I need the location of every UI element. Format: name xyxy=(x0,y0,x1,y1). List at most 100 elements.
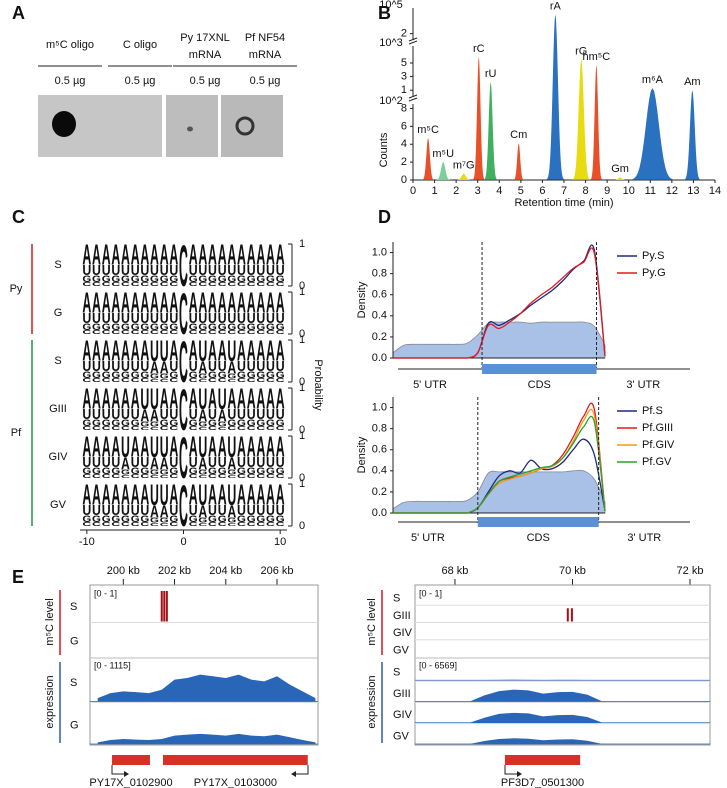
logo-letter: G xyxy=(198,516,207,524)
logo-letter: U xyxy=(169,502,178,518)
logo-letter: G xyxy=(189,466,198,476)
logo-letter: G xyxy=(82,370,91,380)
logo-letter: A xyxy=(82,335,91,367)
axis-exponent: 10^3 xyxy=(379,37,403,49)
coverage xyxy=(97,733,316,744)
logo-letter: G xyxy=(169,322,178,332)
logo-letter: U xyxy=(218,502,227,518)
logo-letter: G xyxy=(82,322,91,332)
logo-letter: U xyxy=(92,262,101,278)
logo-letter: A xyxy=(121,335,130,367)
logo-letter: G xyxy=(218,322,227,332)
peak xyxy=(590,65,603,180)
logo-letter: C xyxy=(121,521,130,528)
logo-letter: C xyxy=(82,473,91,480)
sample-label: GIII xyxy=(393,688,411,700)
side-label: expression xyxy=(366,675,378,728)
logo-letter: G xyxy=(169,514,178,524)
coverage xyxy=(97,674,316,702)
logo-letter: G xyxy=(237,370,246,380)
x-tick-label: 72 kb xyxy=(677,565,704,577)
logo-letter: U xyxy=(198,382,207,415)
logo-letter: C xyxy=(189,377,198,384)
logo-letter: G xyxy=(131,322,140,332)
logo-letter: U xyxy=(218,310,227,326)
logo-letter: G xyxy=(131,370,140,380)
sample-label: GIV xyxy=(393,709,413,721)
prob-tick-label: 0 xyxy=(299,472,305,484)
logo-letter: U xyxy=(140,454,149,470)
logo-letter: C xyxy=(169,473,178,480)
logo-letter: C xyxy=(169,281,178,288)
logo-letter: C xyxy=(256,473,265,480)
logo-letter: A xyxy=(256,287,265,319)
panel-label: B xyxy=(378,3,391,23)
logo-letter: A xyxy=(131,431,140,463)
y-tick-label: 3 xyxy=(401,71,407,83)
logo-letter: U xyxy=(189,358,198,374)
logo-letter: C xyxy=(121,329,130,336)
logo-letter: G xyxy=(198,420,207,428)
logo-letter: C xyxy=(198,281,207,288)
logo-letter: C xyxy=(102,425,111,432)
logo-letter: C xyxy=(111,473,120,480)
logo-letter: G xyxy=(160,516,169,524)
logo-letter: G xyxy=(237,466,246,476)
logo-letter: A xyxy=(266,239,275,271)
blot-membrane xyxy=(166,95,218,157)
logo-letter: G xyxy=(227,468,236,476)
prob-tick-label: 0 xyxy=(299,424,305,436)
logo-letter: G xyxy=(102,322,111,332)
logo-letter: G xyxy=(111,418,120,428)
logo-letter: C xyxy=(266,281,275,288)
logo-letter: G xyxy=(121,514,130,524)
logo-letter: G xyxy=(121,468,130,476)
logo-letter: A xyxy=(227,454,236,474)
logo-letter: A xyxy=(227,502,236,522)
logo-letter: G xyxy=(140,370,149,380)
logo-letter: C xyxy=(266,377,275,384)
logo-letter: G xyxy=(227,274,236,284)
coverage xyxy=(425,689,661,702)
logo-letter: U xyxy=(256,454,265,470)
logo-letter: G xyxy=(131,466,140,476)
peak xyxy=(513,143,524,180)
logo-letter: C xyxy=(276,473,285,480)
logo-letter: U xyxy=(276,406,285,422)
logo-letter: U xyxy=(150,262,159,278)
x-tick-label: 8 xyxy=(583,185,589,197)
logo-letter: G xyxy=(198,322,207,332)
y-axis-label: Density xyxy=(356,281,368,318)
logo-letter: C xyxy=(266,425,275,432)
column-header: Pf NF54 xyxy=(245,32,285,44)
logo-letter: C xyxy=(208,377,217,384)
logo-letter: G xyxy=(111,322,120,332)
blot-dot xyxy=(187,126,193,132)
logo-letter: G xyxy=(237,274,246,284)
prob-tick-label: 1 xyxy=(299,238,305,250)
logo-letter: A xyxy=(131,479,140,511)
logo-letter: A xyxy=(208,431,217,463)
m5c-site xyxy=(160,591,163,622)
logo-letter: U xyxy=(121,406,130,422)
row-label: GV xyxy=(50,499,67,511)
logo-letter: C xyxy=(189,521,198,528)
peak-label: Cm xyxy=(510,129,527,141)
gene-arrow xyxy=(504,765,517,775)
logo-letter: U xyxy=(102,406,111,422)
gene-label: PF3D7_0501300 xyxy=(501,777,584,788)
logo-letter: C xyxy=(92,377,101,384)
peak-label: rA xyxy=(550,0,562,12)
panel-label: D xyxy=(378,207,391,227)
amount-label: 0.5 µg xyxy=(190,75,221,87)
logo-letter: U xyxy=(140,262,149,278)
logo-letter: G xyxy=(218,370,227,380)
logo-letter: G xyxy=(198,468,207,476)
range-label: [0 - 1115] xyxy=(94,660,131,670)
peak xyxy=(546,14,565,180)
logo-letter: U xyxy=(150,334,159,367)
logo-letter: G xyxy=(121,274,130,284)
logo-letter: A xyxy=(198,406,207,426)
sample-label: GV xyxy=(393,730,410,742)
logo-letter: C xyxy=(179,330,188,395)
